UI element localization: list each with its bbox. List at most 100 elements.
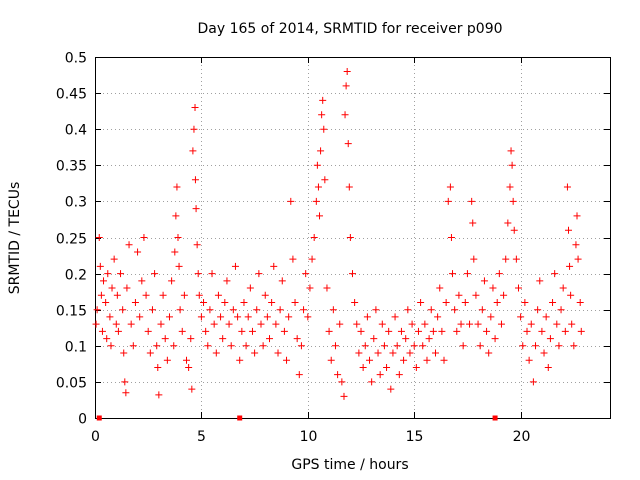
data-point (325, 327, 333, 335)
data-point (470, 255, 478, 263)
data-point (244, 313, 252, 321)
data-point (191, 104, 199, 112)
data-point (291, 298, 299, 306)
data-point (310, 234, 318, 241)
data-point (570, 342, 578, 350)
data-point (468, 197, 476, 205)
data-point (297, 342, 305, 350)
data-point (449, 270, 457, 278)
y-tick-label: 0.25 (56, 232, 87, 248)
data-point (320, 125, 328, 133)
data-point (340, 392, 348, 400)
data-point (180, 291, 188, 299)
data-point (544, 363, 552, 371)
data-point (295, 371, 303, 379)
data-point (497, 320, 505, 328)
data-point (451, 306, 459, 314)
data-point (444, 197, 452, 205)
x-tick-label: 15 (406, 429, 424, 445)
data-point (129, 342, 137, 350)
data-point (521, 298, 529, 306)
data-point (103, 335, 111, 343)
data-point (529, 378, 537, 386)
data-point (117, 270, 125, 278)
data-point (314, 183, 322, 191)
data-point (202, 327, 210, 335)
data-point (242, 342, 250, 350)
data-point (165, 313, 173, 321)
data-point (163, 356, 171, 364)
data-point (229, 306, 237, 314)
data-point (174, 234, 182, 241)
data-point (383, 363, 391, 371)
data-point (280, 327, 288, 335)
data-point (508, 161, 516, 169)
data-point (536, 277, 544, 285)
data-point (510, 226, 518, 234)
data-point (459, 342, 467, 350)
data-point (576, 298, 584, 306)
data-point (289, 255, 297, 263)
x-tick-label: 0 (91, 429, 100, 445)
data-point (410, 342, 418, 350)
axis-ticks: 0 0.05 0.1 0.15 0.2 0.25 0.3 0.35 0.4 0.45 0.5 0 5 10… (56, 51, 610, 445)
data-point (553, 320, 561, 328)
data-point (563, 183, 571, 191)
data-point (345, 183, 353, 191)
data-point (380, 342, 388, 350)
data-point (385, 327, 393, 335)
data-point (248, 327, 256, 335)
data-point (266, 335, 274, 343)
data-point (431, 349, 439, 357)
data-point (555, 342, 563, 350)
data-point (344, 140, 352, 148)
data-point (114, 327, 122, 335)
data-point (504, 219, 512, 227)
data-point (131, 298, 139, 306)
data-point (283, 356, 291, 364)
data-point (223, 277, 231, 285)
data-point (208, 270, 216, 278)
data-point (525, 356, 533, 364)
data-point (436, 284, 444, 292)
data-point (168, 277, 176, 285)
y-tick-label: 0.1 (65, 340, 87, 356)
y-tick-label: 0.35 (56, 159, 87, 175)
data-point (474, 320, 482, 328)
data-point (219, 335, 227, 343)
data-point (485, 349, 493, 357)
data-point (546, 335, 554, 343)
data-point (427, 306, 435, 314)
data-point (96, 262, 104, 270)
data-point (355, 349, 363, 357)
x-tick-label: 5 (197, 429, 206, 445)
data-point (214, 291, 222, 299)
data-point (238, 327, 246, 335)
data-point (263, 313, 271, 321)
data-point (434, 313, 442, 321)
x-tick-label: 20 (513, 429, 531, 445)
data-point (440, 356, 448, 364)
data-point (512, 255, 520, 263)
data-point (391, 313, 399, 321)
data-point (353, 320, 361, 328)
data-point (189, 147, 197, 155)
data-point (192, 205, 200, 213)
data-point (457, 320, 465, 328)
data-point (442, 298, 450, 306)
data-point (188, 385, 196, 393)
y-tick-label: 0.3 (65, 195, 87, 211)
data-point (342, 82, 350, 90)
data-point (509, 197, 517, 205)
data-point (506, 183, 514, 191)
data-point (142, 291, 150, 299)
data-point (276, 306, 284, 314)
data-point (429, 327, 437, 335)
data-point (225, 320, 233, 328)
data-point (542, 313, 550, 321)
data-point (212, 349, 220, 357)
data-point (183, 356, 191, 364)
data-point (321, 176, 329, 184)
data-point (136, 313, 144, 321)
data-point (197, 313, 205, 321)
